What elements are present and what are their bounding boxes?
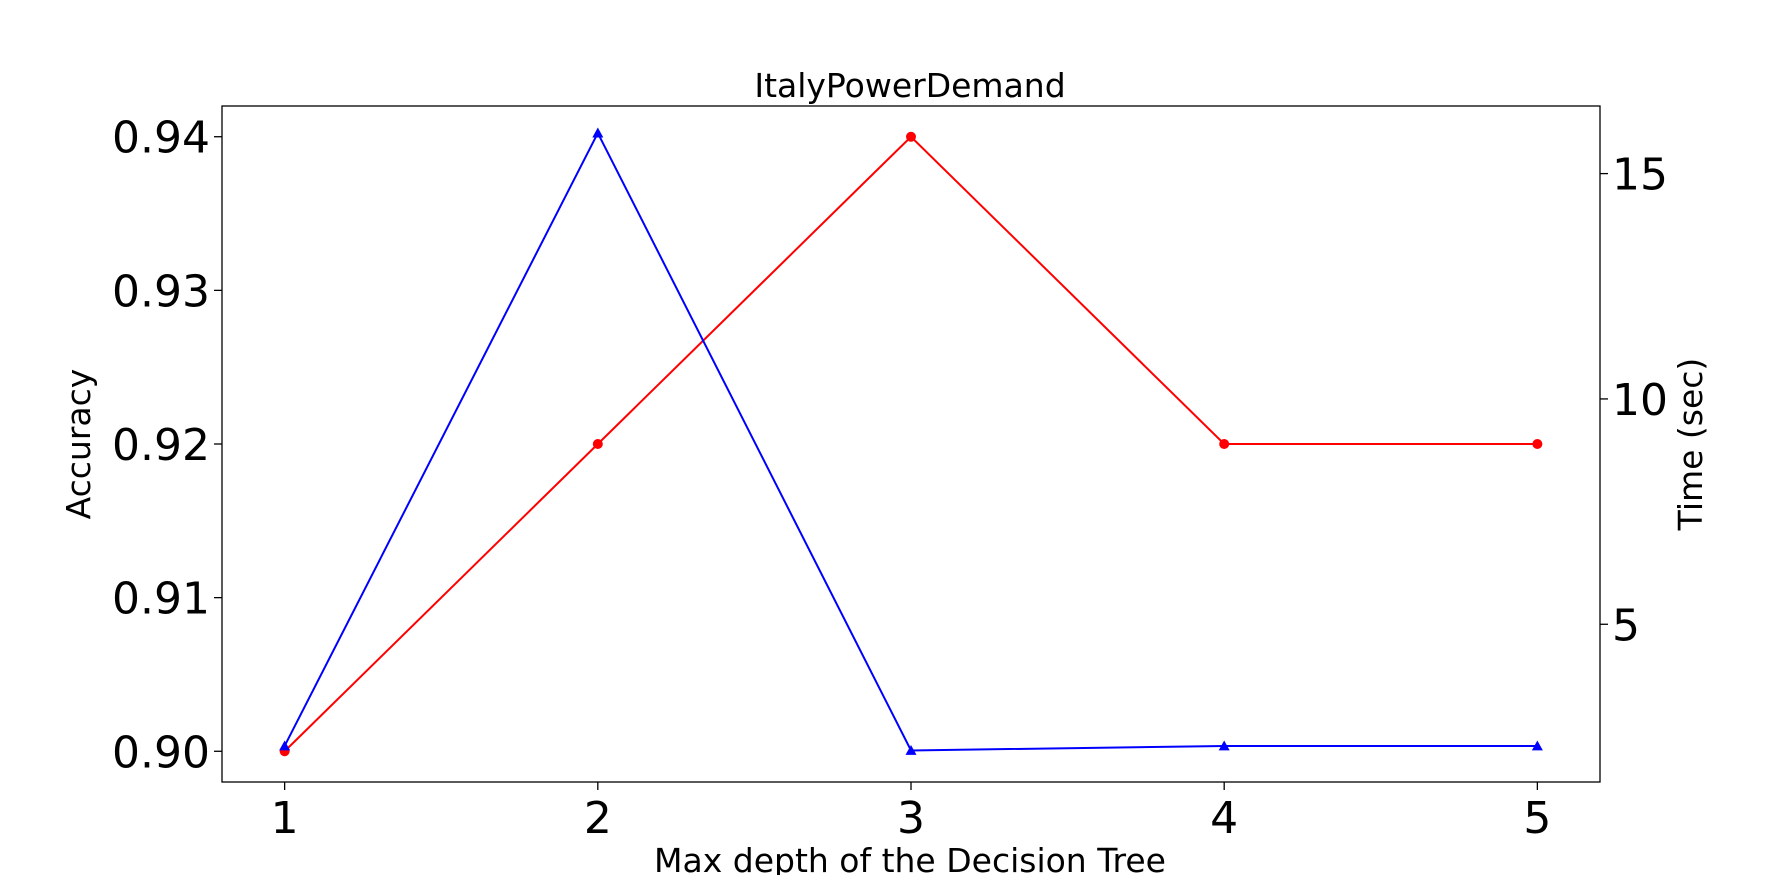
y-tick-label: 0.91	[112, 574, 210, 625]
x-axis-label: Max depth of the Decision Tree	[654, 841, 1166, 875]
series-point-1	[1532, 439, 1543, 449]
axes-layer: 1 2 3 4 5 0.90 0.91 0.92 0.93 0.94 5 10 15	[112, 113, 1668, 844]
y2-tick-label: 10	[1612, 375, 1668, 426]
y-tick-label: 0.94	[112, 113, 210, 164]
y-axis-label: Accuracy	[59, 369, 98, 520]
y2-axis-label: Time (sec)	[1671, 358, 1710, 532]
x-tick-label: 2	[584, 793, 612, 844]
series-point-2	[592, 127, 604, 138]
series-point-1	[906, 131, 916, 142]
y-tick-label: 0.90	[112, 727, 210, 778]
y2-tick-label: 15	[1612, 150, 1668, 201]
series-point-2	[905, 744, 917, 755]
y-tick-label: 0.93	[112, 266, 210, 317]
x-tick-label: 5	[1523, 793, 1551, 844]
series-point-2	[1531, 740, 1543, 751]
series-point-1	[1219, 439, 1230, 449]
y-tick-label: 0.92	[112, 420, 210, 471]
x-tick-label: 3	[897, 793, 925, 844]
series-layer	[279, 127, 1543, 757]
series-point-2	[279, 740, 291, 751]
y2-tick-label: 5	[1612, 600, 1640, 651]
series-point-1	[592, 439, 603, 449]
x-tick-label: 1	[271, 793, 299, 844]
chart-title: ItalyPowerDemand	[754, 66, 1065, 105]
series-point-2	[1218, 740, 1230, 751]
x-tick-label: 4	[1210, 793, 1238, 844]
